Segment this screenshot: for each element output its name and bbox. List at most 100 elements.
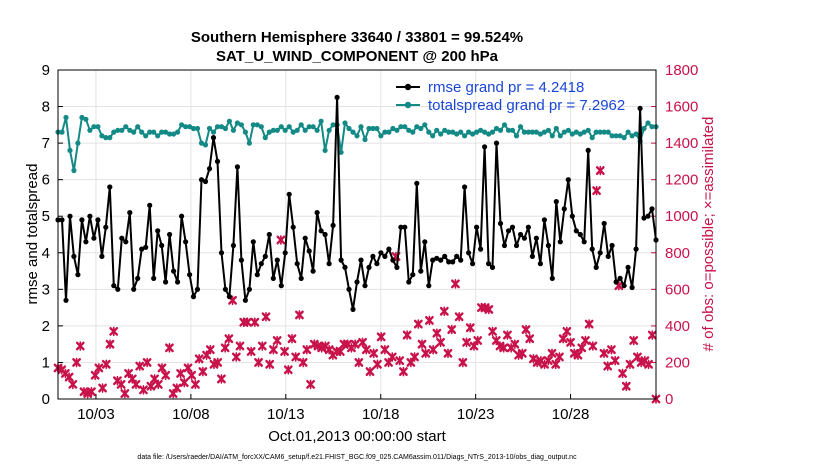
totalspread-point [609, 133, 615, 139]
obs-assimilated-marker [68, 379, 78, 390]
x-axis-label: Oct.01,2013 00:00:00 start [268, 428, 446, 445]
obs-assimilated-marker [417, 339, 427, 349]
rmse-point [262, 253, 268, 259]
totalspread-point [326, 127, 332, 133]
rmse-point [378, 250, 384, 256]
totalspread-point [330, 122, 336, 128]
obs-assimilated-marker [581, 335, 590, 346]
obs-assimilated-marker [376, 332, 386, 342]
obs-assimilated-marker [607, 344, 616, 355]
totalspread-point [242, 129, 248, 135]
obs-assimilated-marker [217, 374, 226, 384]
obs-assimilated-marker [243, 317, 252, 328]
rmse-point [394, 264, 400, 270]
totalspread-point [489, 129, 496, 135]
totalspread-point [577, 131, 583, 137]
totalspread-point [67, 147, 73, 153]
rmse-point [107, 184, 113, 190]
totalspread-point [474, 129, 480, 135]
totalspread-point [617, 133, 623, 139]
totalspread-point [410, 129, 416, 135]
totalspread-point [446, 129, 452, 135]
x-tick-label: 10/08 [172, 406, 210, 423]
obs-assimilated-marker [153, 379, 163, 390]
totalspread-point [282, 127, 288, 133]
rmse-point [553, 199, 559, 205]
obs-assimilated-marker [566, 337, 575, 348]
totalspread-point [358, 124, 364, 130]
totalspread-point [338, 149, 344, 155]
totalspread-point [210, 129, 217, 135]
rmse-point [478, 246, 484, 252]
rmse-point [493, 140, 500, 146]
rmse-point [258, 261, 264, 267]
totalspread-point [250, 122, 256, 128]
obs-assimilated-marker [588, 341, 598, 351]
obs-assimilated-marker [354, 357, 364, 368]
obs-assimilated-marker [64, 372, 74, 382]
rmse-point [91, 235, 97, 241]
y-tick-label: 9 [42, 62, 50, 79]
totalspread-point [597, 129, 603, 135]
obs-assimilated-marker [261, 311, 271, 322]
totalspread-line [58, 116, 656, 172]
rmse-point [474, 224, 480, 230]
totalspread-point [521, 129, 528, 135]
totalspread-point [187, 124, 193, 130]
rmse-point [151, 275, 157, 281]
obs-assimilated-marker [425, 315, 434, 326]
obs-assimilated-marker [592, 185, 601, 196]
totalspread-point [59, 129, 65, 135]
rmse-point [597, 250, 603, 256]
obs-assimilated-marker [254, 357, 263, 368]
obs-assimilated-marker [90, 370, 100, 381]
totalspread-point [569, 131, 575, 137]
totalspread-point [561, 129, 567, 135]
y-right-tick-label: 1000 [665, 208, 698, 225]
rmse-point [127, 210, 133, 216]
obs-assimilated-marker [98, 383, 107, 393]
rmse-point [533, 235, 540, 241]
obs-assimilated-marker [269, 344, 278, 355]
totalspread-point [218, 124, 225, 130]
obs-assimilated-marker [257, 341, 267, 351]
obs-assimilated-marker [365, 366, 375, 377]
rmse-point [573, 228, 579, 234]
rmse-point [645, 213, 651, 219]
totalspread-point [115, 127, 121, 133]
totalspread-point [194, 125, 201, 132]
totalspread-point [143, 133, 149, 139]
rmse-point [426, 283, 432, 289]
totalspread-point [214, 124, 221, 130]
rmse-point [322, 231, 328, 238]
rmse-point [198, 177, 205, 183]
obs-assimilated-marker [577, 343, 587, 353]
obs-assimilated-marker [183, 363, 193, 373]
obs-assimilated-marker [283, 364, 293, 375]
rmse-point [282, 250, 288, 256]
rmse-point [71, 253, 77, 259]
rmse-point [370, 253, 376, 259]
totalspread-point [482, 129, 488, 135]
rmse-point [541, 217, 548, 223]
obs-assimilated-marker [599, 348, 609, 359]
rmse-point [386, 246, 392, 252]
totalspread-point [533, 129, 540, 135]
obs-assimilated-marker [413, 319, 423, 329]
obs-assimilated-marker [521, 324, 531, 335]
totalspread-point [398, 124, 404, 130]
rmse-point [179, 213, 185, 219]
chart-subtitle: SAT_U_WIND_COMPONENT @ 200 hPa [216, 48, 499, 65]
totalspread-point [557, 133, 563, 139]
obs-assimilated-marker [584, 319, 594, 329]
totalspread-point [629, 133, 635, 139]
obs-assimilated-marker [547, 348, 557, 359]
obs-assimilated-marker [265, 359, 275, 370]
totalspread-point [370, 125, 376, 132]
totalspread-point [95, 124, 101, 130]
obs-assimilated-marker [436, 337, 445, 348]
totalspread-point [549, 133, 555, 139]
totalspread-point [206, 125, 213, 132]
obs-assimilated-marker [205, 344, 215, 355]
totalspread-point [274, 127, 280, 133]
